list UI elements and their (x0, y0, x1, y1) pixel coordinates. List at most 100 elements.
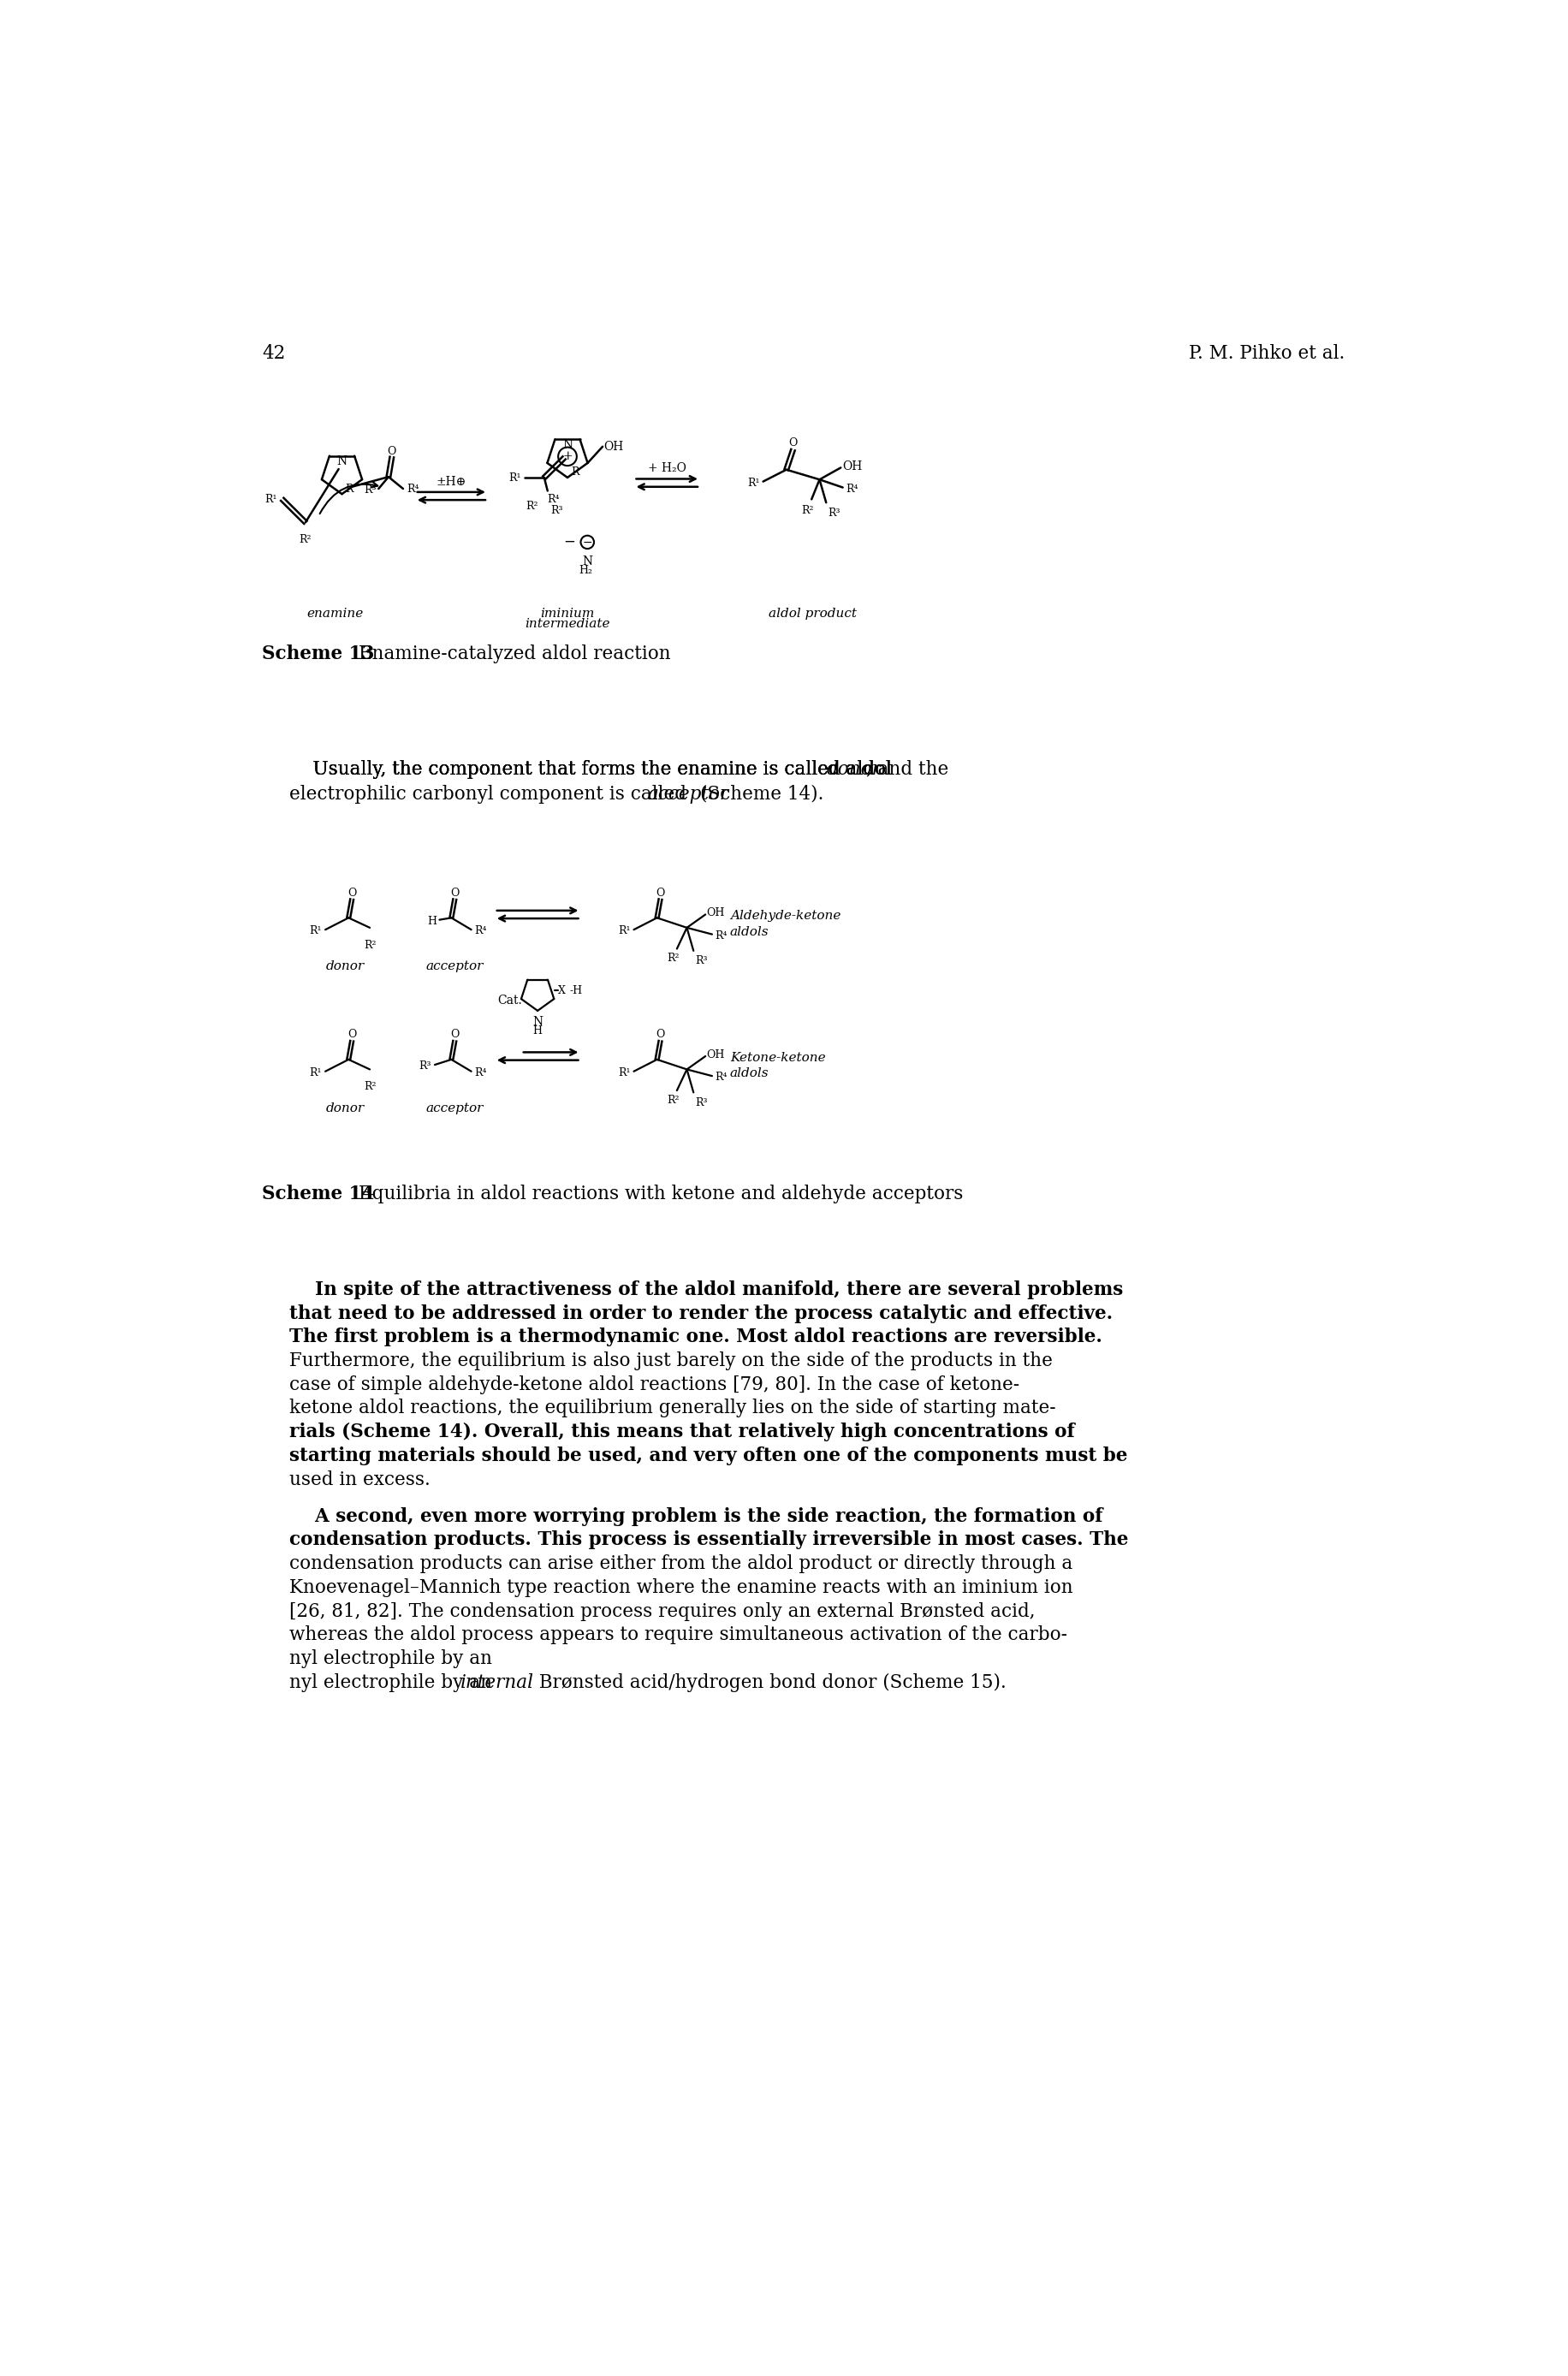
Text: R⁴: R⁴ (475, 1067, 488, 1079)
Text: Equilibria in aldol reactions with ketone and aldehyde acceptors: Equilibria in aldol reactions with keton… (359, 1186, 963, 1205)
Text: 42: 42 (262, 345, 285, 364)
Text: H₂: H₂ (579, 565, 593, 577)
Text: The first problem is a thermodynamic one. Most aldol reactions are reversible.: The first problem is a thermodynamic one… (289, 1328, 1102, 1347)
Text: In spite of the attractiveness of the aldol manifold, there are several problems: In spite of the attractiveness of the al… (289, 1281, 1123, 1300)
Text: ±H⊕: ±H⊕ (436, 475, 466, 487)
Text: R¹: R¹ (618, 924, 630, 936)
Text: acceptor: acceptor (648, 784, 729, 803)
Text: Knoevenagel–Mannich type reaction where the enamine reacts with an iminium ion: Knoevenagel–Mannich type reaction where … (289, 1578, 1073, 1597)
Text: −: − (563, 535, 575, 549)
Text: Enamine-catalyzed aldol reaction: Enamine-catalyzed aldol reaction (359, 644, 671, 663)
Text: R²: R² (801, 504, 814, 516)
Text: R³: R³ (695, 955, 707, 967)
Text: Aldehyde-ketone: Aldehyde-ketone (731, 910, 840, 922)
Text: A second, even more worrying problem is the side reaction, the formation of: A second, even more worrying problem is … (289, 1506, 1102, 1525)
Text: O: O (387, 447, 397, 459)
Text: Brønsted acid/hydrogen bond donor (Scheme 15).: Brønsted acid/hydrogen bond donor (Schem… (533, 1673, 1007, 1692)
Text: O: O (450, 886, 459, 898)
Text: R²: R² (668, 1095, 681, 1105)
Text: Ketone-ketone: Ketone-ketone (731, 1053, 825, 1064)
Text: N: N (337, 456, 347, 468)
Text: OH: OH (842, 461, 862, 473)
Text: R¹: R¹ (618, 1067, 630, 1079)
Text: donor: donor (326, 960, 364, 972)
Text: H: H (533, 1024, 543, 1036)
Text: condensation products. This process is essentially irreversible in most cases. T: condensation products. This process is e… (289, 1530, 1127, 1549)
Text: R¹: R¹ (748, 478, 760, 489)
Text: R¹: R¹ (309, 1067, 321, 1079)
Text: R⁴: R⁴ (475, 924, 488, 936)
Text: Usually, the component that forms the enamine is called aldol: Usually, the component that forms the en… (289, 760, 897, 779)
Text: nyl electrophile by an: nyl electrophile by an (289, 1649, 492, 1668)
Text: condensation products can arise either from the aldol product or directly throug: condensation products can arise either f… (289, 1554, 1073, 1573)
Text: N: N (582, 556, 593, 568)
Text: O: O (655, 886, 665, 898)
Text: nyl electrophile by an: nyl electrophile by an (289, 1673, 497, 1692)
Text: X: X (558, 984, 566, 996)
Text: + H₂O: + H₂O (648, 463, 687, 475)
Text: R³: R³ (828, 506, 840, 518)
Text: that need to be addressed in order to render the process catalytic and effective: that need to be addressed in order to re… (289, 1304, 1112, 1323)
Text: R²: R² (364, 939, 376, 950)
Text: N: N (533, 1017, 543, 1029)
Text: R⁴: R⁴ (408, 482, 420, 494)
Text: O: O (450, 1029, 459, 1041)
Text: R: R (345, 482, 353, 494)
Text: R³: R³ (364, 485, 376, 497)
Text: (Scheme 14).: (Scheme 14). (701, 784, 823, 803)
Text: R⁴: R⁴ (547, 494, 560, 506)
Text: R³: R³ (419, 1060, 431, 1072)
Text: donor: donor (326, 1102, 364, 1114)
Text: R¹: R¹ (508, 473, 521, 482)
Text: aldol product: aldol product (768, 608, 858, 620)
Text: H: H (428, 915, 437, 927)
Text: Scheme 13: Scheme 13 (262, 644, 375, 663)
Text: Usually, the component that forms the enamine is called aldol: Usually, the component that forms the en… (289, 760, 897, 779)
Text: aldols: aldols (731, 1067, 768, 1079)
Text: internal: internal (459, 1673, 533, 1692)
Text: OH: OH (604, 440, 624, 451)
Text: R⁴: R⁴ (847, 485, 858, 494)
Text: Furthermore, the equilibrium is also just barely on the side of the products in : Furthermore, the equilibrium is also jus… (289, 1352, 1052, 1371)
Text: R²: R² (299, 535, 312, 546)
Text: O: O (348, 1029, 358, 1041)
Text: iminium: iminium (541, 608, 594, 620)
Text: used in excess.: used in excess. (289, 1471, 430, 1490)
Text: −: − (582, 537, 593, 549)
Text: Usually, the component that forms the enamine is called aldol: Usually, the component that forms the en… (289, 760, 897, 779)
Text: N: N (563, 440, 572, 451)
Text: -H: -H (569, 984, 582, 996)
Text: rials (Scheme 14). Overall, this means that relatively high concentrations of: rials (Scheme 14). Overall, this means t… (289, 1423, 1074, 1442)
Text: Scheme 14: Scheme 14 (262, 1186, 375, 1205)
Text: electrophilic carbonyl component is called: electrophilic carbonyl component is call… (289, 784, 691, 803)
Text: acceptor: acceptor (426, 1102, 483, 1114)
Text: O: O (655, 1029, 665, 1041)
Text: O: O (348, 886, 358, 898)
Text: R⁴: R⁴ (715, 1072, 728, 1083)
Text: donor: donor (826, 760, 881, 779)
Text: R: R (571, 466, 579, 478)
Text: R³: R³ (695, 1098, 707, 1107)
Text: enamine: enamine (307, 608, 364, 620)
Text: acceptor: acceptor (426, 960, 483, 972)
Text: ketone aldol reactions, the equilibrium generally lies on the side of starting m: ketone aldol reactions, the equilibrium … (289, 1399, 1055, 1418)
Text: starting materials should be used, and very often one of the components must be: starting materials should be used, and v… (289, 1447, 1127, 1466)
Text: R¹: R¹ (265, 494, 278, 504)
Text: aldols: aldols (731, 927, 768, 939)
Text: OH: OH (707, 908, 724, 920)
Text: R²: R² (527, 501, 538, 511)
Text: case of simple aldehyde-ketone aldol reactions [79, 80]. In the case of ketone-: case of simple aldehyde-ketone aldol rea… (289, 1376, 1019, 1395)
Text: intermediate: intermediate (525, 618, 610, 630)
Text: OH: OH (707, 1050, 724, 1060)
Text: R⁴: R⁴ (715, 929, 728, 941)
Text: whereas the aldol process appears to require simultaneous activation of the carb: whereas the aldol process appears to req… (289, 1625, 1066, 1644)
Text: Cat.: Cat. (497, 993, 522, 1005)
Text: R²: R² (668, 953, 681, 965)
Text: +: + (563, 451, 572, 463)
Text: R²: R² (364, 1081, 376, 1093)
Text: O: O (789, 437, 798, 449)
Text: [26, 81, 82]. The condensation process requires only an external Brønsted acid,: [26, 81, 82]. The condensation process r… (289, 1601, 1035, 1620)
Text: , and the: , and the (866, 760, 949, 779)
Text: P. M. Pihko et al.: P. M. Pihko et al. (1189, 345, 1345, 364)
Text: R³: R³ (550, 506, 563, 516)
